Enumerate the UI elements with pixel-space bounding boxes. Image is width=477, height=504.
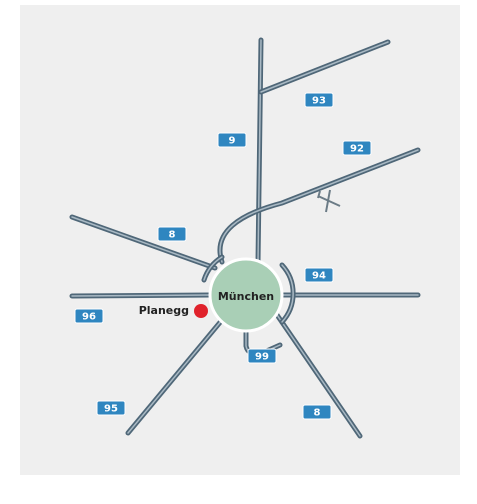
- road-number: 9: [229, 136, 236, 147]
- place-label: Planegg: [139, 304, 189, 317]
- city-label: München: [218, 290, 274, 303]
- road-shield: [304, 267, 334, 283]
- road-number: 96: [82, 312, 96, 323]
- road-number: 95: [104, 404, 118, 415]
- road-center: [281, 264, 294, 323]
- place-marker: [194, 304, 208, 318]
- road-center: [203, 256, 223, 281]
- airport-icon: [317, 189, 341, 213]
- road-center: [274, 311, 361, 437]
- road-center: [71, 216, 216, 269]
- road-number: 8: [314, 408, 321, 419]
- road-shield: [217, 132, 247, 148]
- road-shield: [342, 140, 372, 156]
- city-circle: [208, 257, 284, 333]
- road-number: 93: [312, 96, 326, 107]
- road-number: 99: [255, 352, 269, 363]
- road-center: [257, 39, 262, 263]
- road-number: 8: [169, 230, 176, 241]
- shields: 93 9 92 8 94 96 99 95 8: [74, 92, 372, 420]
- road-shield: [157, 226, 187, 242]
- map-background: [20, 5, 460, 475]
- road-number: 92: [350, 144, 364, 155]
- road-center: [71, 294, 211, 297]
- road-center: [219, 149, 419, 263]
- road-shield: [247, 348, 277, 364]
- road-center: [260, 41, 389, 93]
- road-shield: [74, 308, 104, 324]
- road-shield: [304, 92, 334, 108]
- road-number: 94: [312, 271, 326, 282]
- road-shield: [96, 400, 126, 416]
- road-center: [127, 319, 223, 434]
- road-shield: [302, 404, 332, 420]
